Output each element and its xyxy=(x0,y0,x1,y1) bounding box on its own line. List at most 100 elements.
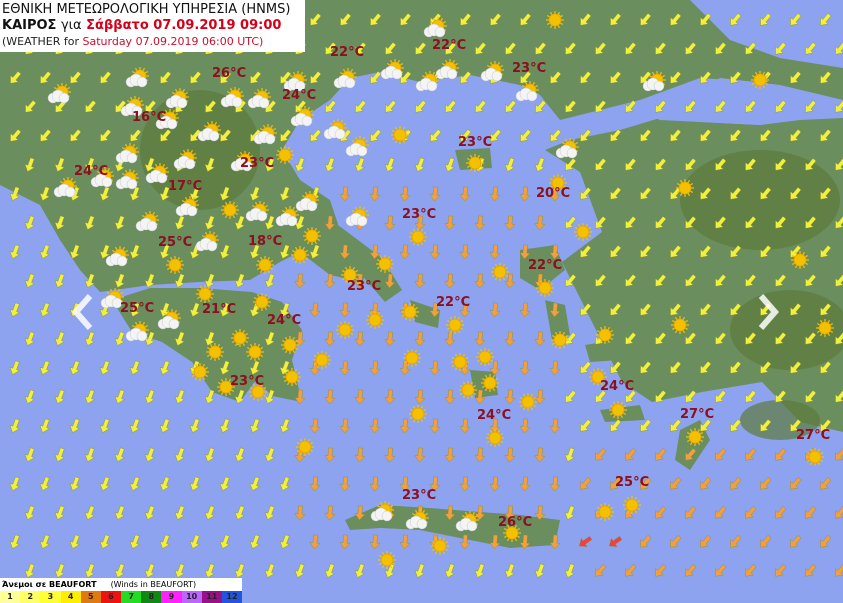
wind-arrow xyxy=(415,42,427,55)
wind-arrow xyxy=(444,273,456,289)
temperature-label: 27°C xyxy=(796,428,831,443)
wind-arrow xyxy=(745,448,757,461)
wind-arrow xyxy=(760,187,772,200)
wind-arrow xyxy=(369,244,381,260)
wind-arrow xyxy=(730,303,742,316)
wind-arrow xyxy=(580,477,592,490)
wind-arrow xyxy=(219,360,230,375)
wind-arrow xyxy=(294,215,305,230)
wind-arrow xyxy=(324,563,335,578)
temperature-label: 23°C xyxy=(402,207,437,222)
wind-arrow xyxy=(580,129,592,142)
wind-arrow xyxy=(504,505,516,521)
wind-arrow xyxy=(399,418,411,434)
wind-arrow xyxy=(445,100,457,113)
sun-cloud-icon xyxy=(155,109,179,130)
wind-arrow xyxy=(685,564,697,577)
sun-cloud-icon xyxy=(247,88,271,109)
wind-arrow xyxy=(25,100,37,113)
sun-icon xyxy=(806,448,824,466)
wind-arrow xyxy=(444,389,456,405)
sun-cloud-icon xyxy=(125,321,149,342)
wind-arrow xyxy=(640,477,652,490)
wind-arrow xyxy=(655,216,667,229)
sun-cloud-icon xyxy=(345,136,369,157)
legend-title-gr: Άνεμοι σε BEAUFORT xyxy=(2,580,97,589)
wind-arrow xyxy=(99,534,110,549)
sun-icon xyxy=(676,179,694,197)
wind-arrow xyxy=(745,564,757,577)
sun-cloud-icon xyxy=(145,163,169,184)
wind-arrow xyxy=(519,476,531,492)
wind-arrow xyxy=(459,244,471,260)
wind-arrow xyxy=(805,506,817,519)
wind-arrow xyxy=(790,419,802,432)
sun-cloud-icon xyxy=(283,71,307,92)
wind-arrow xyxy=(84,505,95,520)
wind-arrow xyxy=(579,536,593,547)
wind-arrow xyxy=(519,534,531,550)
next-button[interactable] xyxy=(753,292,783,332)
beaufort-level-3: 3 xyxy=(40,591,61,603)
wind-arrow xyxy=(520,13,532,26)
sun-cloud-icon xyxy=(100,288,124,309)
wind-arrow xyxy=(84,563,95,578)
wind-arrow xyxy=(429,186,441,202)
wind-arrow xyxy=(715,216,727,229)
wind-arrow xyxy=(69,360,80,375)
sun-icon xyxy=(536,279,554,297)
wind-arrow xyxy=(234,273,245,288)
wind-arrow xyxy=(280,71,292,84)
forecast-title: ΚΑΙΡΟΣ για Σάββατο 07.09.2019 09:00 xyxy=(2,18,305,34)
wind-arrow xyxy=(489,418,501,434)
temperature-label: 26°C xyxy=(212,66,247,81)
wind-arrow xyxy=(189,186,200,201)
wind-arrow xyxy=(610,361,622,374)
wind-arrow xyxy=(565,158,577,171)
wind-arrow xyxy=(369,534,381,550)
wind-arrow xyxy=(114,331,125,346)
wind-arrow xyxy=(339,302,351,318)
wind-arrow xyxy=(700,535,712,548)
forecast-date-en: Saturday 07.09.2019 06:00 UTC) xyxy=(82,35,264,48)
wind-arrow xyxy=(40,71,52,84)
wind-arrow xyxy=(805,42,817,55)
wind-arrow xyxy=(595,100,607,113)
wind-arrow xyxy=(504,273,516,289)
wind-arrow xyxy=(354,331,366,347)
wind-arrow xyxy=(384,157,395,172)
wind-arrow xyxy=(490,129,502,142)
wind-arrow xyxy=(219,476,230,491)
wind-arrow xyxy=(249,186,260,201)
sun-cloud-icon xyxy=(90,167,114,188)
wind-arrow xyxy=(580,245,592,258)
sun-icon xyxy=(816,319,834,337)
wind-arrow xyxy=(655,332,667,345)
wind-arrow xyxy=(715,332,727,345)
wind-arrow xyxy=(174,273,185,288)
sun-icon xyxy=(481,374,499,392)
wind-arrow xyxy=(264,215,275,230)
wind-arrow xyxy=(760,13,772,26)
sun-icon xyxy=(217,378,235,396)
wind-arrow xyxy=(790,303,802,316)
temperature-label: 24°C xyxy=(600,379,635,394)
wind-arrow xyxy=(580,419,592,432)
wind-arrow xyxy=(9,418,20,433)
wind-arrow xyxy=(625,390,637,403)
temperature-label: 20°C xyxy=(536,186,571,201)
wind-arrow xyxy=(565,390,577,403)
wind-arrow xyxy=(324,505,336,521)
sun-cloud-icon xyxy=(120,96,144,117)
sun-cloud-icon xyxy=(230,151,254,172)
wind-arrow xyxy=(234,389,245,404)
wind-arrow xyxy=(204,447,215,462)
wind-arrow xyxy=(595,42,607,55)
wind-arrow xyxy=(790,187,802,200)
gia-label: για xyxy=(60,18,82,33)
wind-arrow xyxy=(459,534,471,550)
wind-arrow xyxy=(279,360,290,375)
wind-arrow xyxy=(189,534,200,549)
previous-button[interactable] xyxy=(68,292,98,332)
wind-arrow xyxy=(400,71,412,84)
